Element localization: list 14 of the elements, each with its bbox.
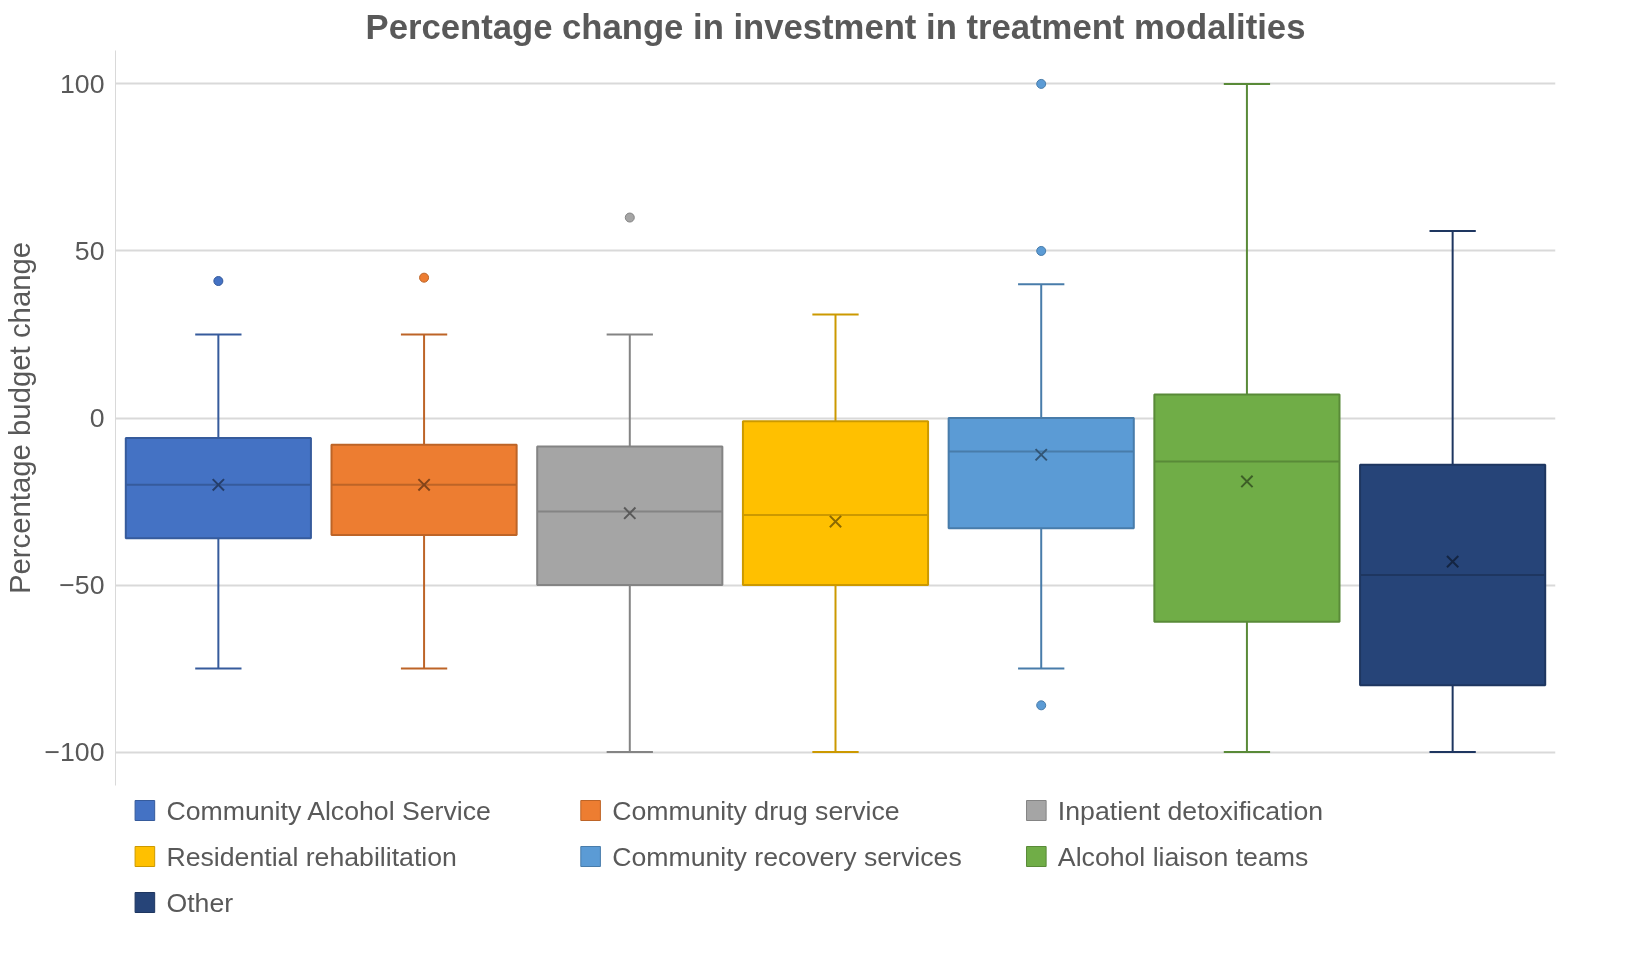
y-tick-label: 100	[60, 68, 105, 99]
y-tick-label: −50	[59, 570, 105, 601]
legend-label: Community drug service	[612, 795, 900, 826]
y-tick-label: 0	[89, 403, 105, 433]
legend-label: Community recovery services	[612, 841, 962, 872]
y-tick-label: −100	[44, 737, 105, 768]
legend-label: Inpatient detoxification	[1057, 795, 1324, 826]
legend-label: Community Alcohol Service	[166, 795, 491, 826]
legend-label: Other	[166, 887, 234, 918]
legend-label: Residential rehabilitation	[166, 841, 457, 872]
chart-title: Percentage change in investment in treatment modalities	[365, 7, 1306, 46]
y-axis-title: Percentage budget change	[3, 241, 37, 595]
legend-label: Alcohol liaison teams	[1057, 841, 1309, 872]
y-tick-label: 50	[74, 235, 105, 266]
